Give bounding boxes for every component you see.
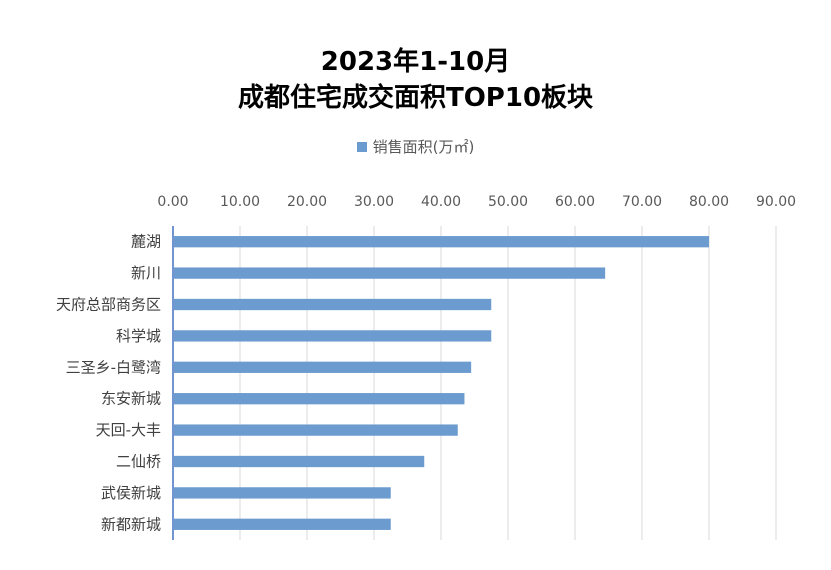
bar xyxy=(174,424,458,436)
category-label: 天回-大丰 xyxy=(96,421,161,439)
category-label: 科学城 xyxy=(116,327,161,345)
x-tick-label: 90.00 xyxy=(756,194,796,210)
category-label: 新都新城 xyxy=(101,515,161,533)
x-tick-label: 0.00 xyxy=(157,194,188,210)
bar xyxy=(174,236,709,248)
legend: 销售面积(万㎡) xyxy=(0,136,831,157)
bar xyxy=(174,393,465,405)
category-label: 天府总部商务区 xyxy=(56,296,161,314)
x-tick-label: 10.00 xyxy=(220,194,260,210)
bar xyxy=(174,267,606,279)
bar xyxy=(174,298,492,311)
category-label: 二仙桥 xyxy=(116,453,161,471)
chart-title: 2023年1-10月 xyxy=(320,47,511,77)
x-tick-label: 40.00 xyxy=(421,194,461,210)
bar xyxy=(174,487,391,499)
chart-subtitle: 成都住宅成交面积TOP10板块 xyxy=(237,83,594,113)
bar xyxy=(174,361,472,373)
x-tick-label: 60.00 xyxy=(555,194,595,210)
category-label: 麓湖 xyxy=(131,233,161,251)
x-tick-label: 30.00 xyxy=(354,194,394,210)
category-label: 东安新城 xyxy=(101,390,161,408)
bar xyxy=(174,330,492,342)
legend-swatch xyxy=(356,142,367,152)
x-tick-label: 70.00 xyxy=(622,194,662,210)
category-label: 三圣乡-白鹭湾 xyxy=(66,358,161,376)
x-tick-label: 50.00 xyxy=(488,194,528,210)
legend-label: 销售面积(万㎡) xyxy=(372,138,475,156)
bar xyxy=(174,518,391,530)
x-tick-label: 20.00 xyxy=(287,194,327,210)
bar xyxy=(174,455,425,468)
x-tick-label: 80.00 xyxy=(689,194,729,210)
category-label: 武侯新城 xyxy=(101,484,161,502)
category-label: 新川 xyxy=(131,264,161,282)
